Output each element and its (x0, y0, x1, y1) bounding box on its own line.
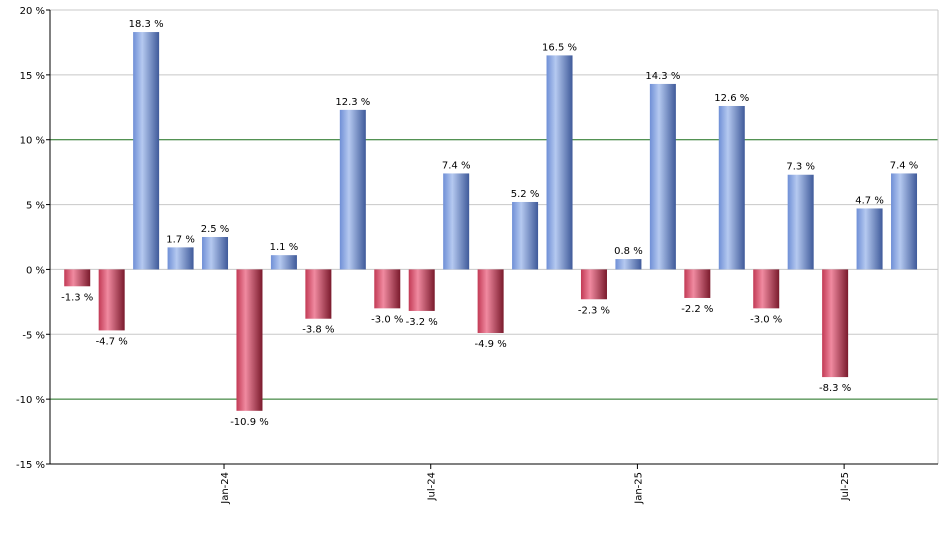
bar-positive (649, 83, 676, 270)
bar-positive (443, 173, 470, 270)
bar-negative (64, 269, 91, 287)
data-label: -2.3 % (578, 305, 610, 316)
bar-positive (167, 247, 194, 270)
bar-negative (408, 269, 435, 311)
bar-positive (133, 32, 160, 270)
bar-positive (339, 109, 366, 270)
data-label: 7.4 % (890, 160, 919, 171)
y-tick-label: 0 % (26, 265, 45, 276)
data-label: 5.2 % (511, 189, 540, 200)
y-tick-label: 10 % (20, 136, 45, 147)
bar-positive (891, 173, 918, 270)
data-label: 12.6 % (714, 93, 749, 104)
data-label: 18.3 % (129, 19, 164, 30)
y-tick-label: 5 % (26, 201, 45, 212)
bar-negative (684, 269, 711, 298)
y-tick-label: 20 % (20, 6, 45, 17)
bar-positive (202, 237, 229, 270)
y-tick-label: 15 % (20, 71, 45, 82)
x-tick-label: Jan-25 (633, 472, 644, 505)
bar-positive (512, 201, 539, 270)
bar-positive (615, 259, 642, 270)
bar-negative (98, 269, 125, 331)
y-tick-label: -15 % (16, 460, 45, 471)
data-label: 2.5 % (201, 224, 230, 235)
data-label: 0.8 % (614, 246, 643, 257)
bar-negative (236, 269, 263, 411)
x-tick-label: Jan-24 (220, 472, 231, 505)
data-label: -4.9 % (475, 339, 507, 350)
data-label: -8.3 % (819, 383, 851, 394)
y-tick-label: -5 % (22, 330, 45, 341)
bar-positive (546, 55, 573, 270)
bar-negative (753, 269, 780, 309)
bar-negative (305, 269, 332, 319)
bar-positive (270, 255, 297, 270)
bar-negative (580, 269, 607, 300)
y-tick-label: -10 % (16, 395, 45, 406)
x-tick-label: Jul-24 (427, 472, 438, 501)
data-label: -2.2 % (681, 304, 713, 315)
data-label: 7.3 % (786, 162, 815, 173)
data-label: 4.7 % (855, 195, 884, 206)
data-label: -4.7 % (96, 336, 128, 347)
axes: 20 % 15 % 10 % 5 % 0 % -5 % -10 % -15 % Jan-24 Ju… (16, 6, 938, 505)
bar-positive (718, 105, 745, 270)
data-labels: -1.3 % -4.7 % 18.3 % 1.7 % 2.5 % -10.9 % 1.1 %… (61, 19, 918, 428)
data-label: -3.8 % (302, 325, 334, 336)
bar-negative (477, 269, 504, 333)
data-label: -3.2 % (406, 317, 438, 328)
data-label: 14.3 % (645, 71, 680, 82)
bar-positive (856, 208, 883, 270)
data-label: -3.0 % (371, 314, 403, 325)
data-label: -10.9 % (230, 417, 269, 428)
data-label: 7.4 % (442, 160, 471, 171)
bar-negative (822, 269, 849, 378)
data-label: 1.7 % (166, 234, 195, 245)
data-label: 1.1 % (270, 242, 299, 253)
bar-negative (374, 269, 401, 309)
data-label: 12.3 % (335, 97, 370, 108)
data-label: -3.0 % (750, 314, 782, 325)
data-label: -1.3 % (61, 292, 93, 303)
bars (64, 32, 918, 411)
data-label: 16.5 % (542, 42, 577, 53)
x-tick-label: Jul-25 (840, 472, 851, 501)
bar-positive (787, 174, 814, 270)
